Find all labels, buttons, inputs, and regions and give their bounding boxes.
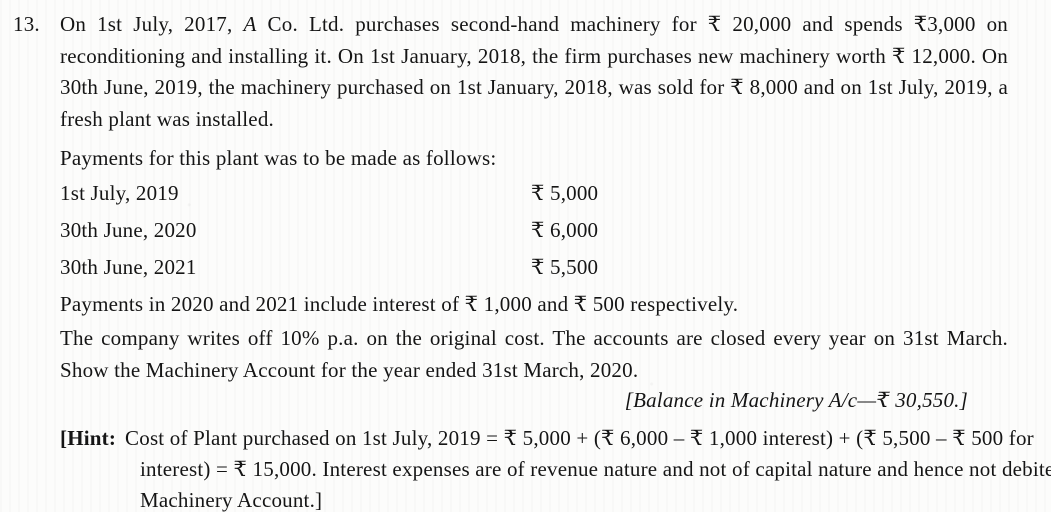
payment-date: 30th June, 2021 [60, 255, 197, 279]
payments-list: 1st July, 2019 ₹ 5,000 30th June, 2020 ₹… [60, 178, 1008, 282]
payment-date: 1st July, 2019 [60, 181, 179, 205]
payment-row: 30th June, 2020 ₹ 6,000 [60, 215, 1008, 245]
payments-intro-line: Payments for this plant was to be made a… [60, 146, 497, 170]
instruction-paragraph: The company writes off 10% p.a. on the o… [60, 326, 1008, 382]
interest-note-line: Payments in 2020 and 2021 include intere… [60, 292, 739, 316]
answer-line: [Balance in Machinery A/c—₹ 30,550.] [624, 388, 968, 412]
question-number: 13. [13, 12, 40, 36]
company-name-italic: A [243, 12, 257, 36]
hint-label: [Hint: [60, 426, 117, 450]
payment-date: 30th June, 2020 [60, 218, 197, 242]
hint-text: Cost of Plant purchased on 1st July, 201… [125, 426, 1051, 512]
intro-text-part2: Co. Ltd. purchases second-hand machinery… [60, 12, 1008, 131]
payment-amount: ₹ 5,500 [531, 255, 599, 279]
question-13-block: 13. On 1st July, 2017, A Co. Ltd. purcha… [0, 9, 1008, 413]
question-intro-paragraph: On 1st July, 2017, A Co. Ltd. purchases … [60, 9, 1008, 135]
hint-block: [Hint: Cost of Plant purchased on 1st Jul… [60, 423, 1051, 512]
intro-text-part1: On 1st July, 2017, [60, 12, 244, 36]
payment-amount: ₹ 6,000 [531, 218, 599, 242]
payment-row: 1st July, 2019 ₹ 5,000 [60, 178, 1008, 208]
payment-amount: ₹ 5,000 [531, 181, 599, 205]
payment-row: 30th June, 2021 ₹ 5,500 [60, 252, 1008, 282]
